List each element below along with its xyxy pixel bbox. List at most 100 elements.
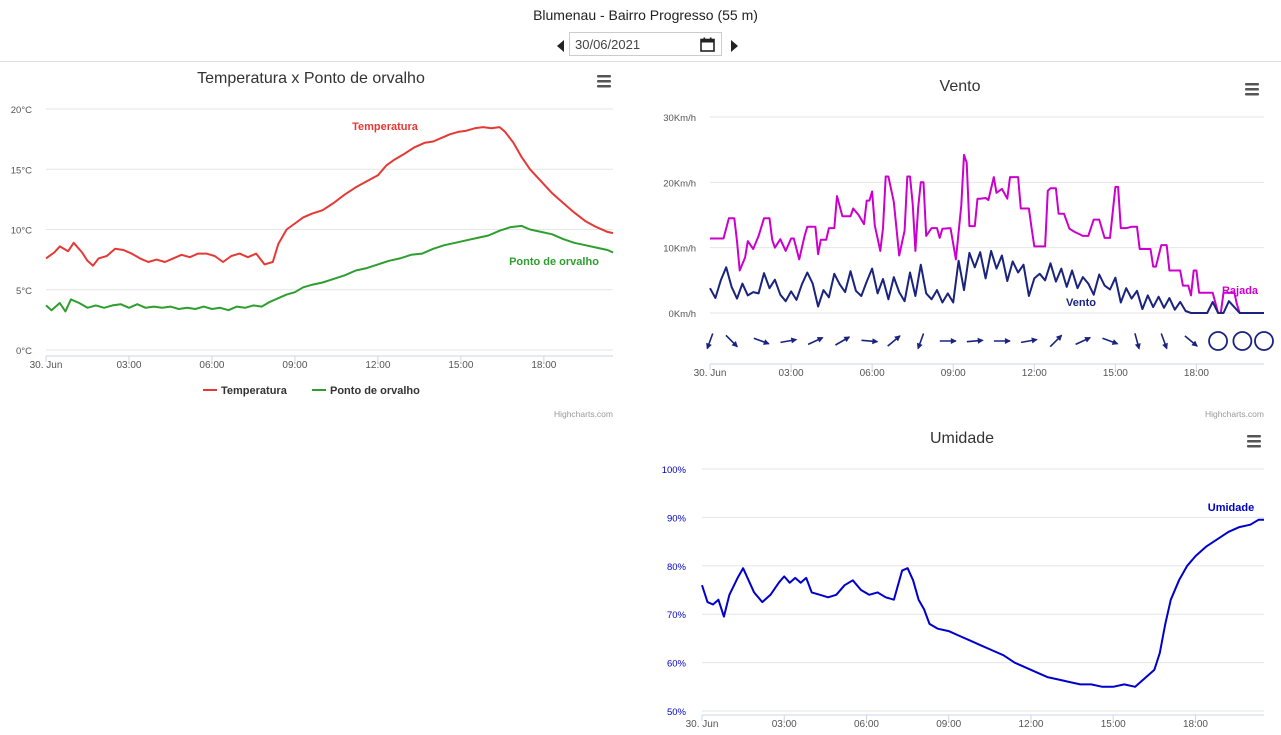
menu-icon-bar	[1245, 88, 1259, 91]
wind-direction-arrow	[993, 338, 1011, 344]
x-tick-label: 18:00	[1183, 719, 1208, 730]
menu-icon[interactable]	[1245, 83, 1259, 96]
wind-direction-arrow	[966, 337, 984, 344]
x-tick-label: 09:00	[282, 360, 307, 371]
wind-arrow-head	[872, 338, 879, 345]
wind-direction-arrow	[1102, 337, 1119, 345]
wind-arrow-head	[1134, 343, 1141, 350]
wind-arrow-head	[1004, 338, 1011, 344]
series-label: Rajada	[1222, 285, 1259, 297]
calm-wind-marker	[1254, 331, 1274, 351]
menu-icon[interactable]	[597, 75, 611, 88]
next-day-button[interactable]	[728, 32, 740, 58]
wind-arrow-head	[1191, 340, 1198, 347]
y-tick-label: 0°C	[16, 346, 32, 357]
x-tick-label: 03:00	[116, 360, 141, 371]
menu-icon-bar	[1247, 445, 1261, 448]
wind-direction-arrow	[835, 336, 851, 346]
x-tick-label: 09:00	[941, 368, 966, 379]
wind-direction-arrow	[1160, 333, 1168, 350]
wind-arrow-head	[977, 337, 984, 344]
wind-direction-arrow	[1134, 333, 1141, 350]
menu-icon-bar	[597, 80, 611, 83]
wind-direction-arrow	[780, 337, 798, 344]
wind-direction-arrow	[753, 337, 770, 345]
y-tick-label: 5°C	[16, 286, 32, 297]
legend-item[interactable]: Temperatura	[221, 385, 288, 397]
calm-wind-marker	[1208, 331, 1228, 351]
wind-direction-arrow	[725, 334, 738, 348]
y-tick-label: 30Km/h	[663, 113, 696, 124]
y-tick-label: 50%	[667, 707, 687, 718]
wind-arrow-head	[1084, 337, 1092, 343]
y-tick-label: 15°C	[11, 165, 32, 176]
series-label: Vento	[1066, 297, 1096, 309]
series-line-rajada	[710, 153, 1264, 314]
credits-link[interactable]: Highcharts.com	[554, 409, 613, 419]
menu-icon-bar	[597, 85, 611, 88]
menu-icon-bar	[1245, 93, 1259, 96]
humidity-chart: Umidade 50% 60% 70% 80% 90% 100% 30. Jun 03:00 06…	[662, 430, 1264, 730]
menu-icon-bar	[1245, 83, 1259, 86]
credits-link[interactable]: Highcharts.com	[1205, 409, 1264, 419]
y-tick-label: 20Km/h	[663, 178, 696, 189]
menu-icon-bar	[1247, 440, 1261, 443]
legend-item[interactable]: Ponto de orvalho	[330, 385, 420, 397]
x-tick-label: 09:00	[936, 719, 961, 730]
chart-title: Temperatura x Ponto de orvalho	[197, 70, 425, 87]
wind-arrow-head	[843, 336, 851, 343]
series-line-ponto-de-orvalho	[45, 224, 614, 313]
wind-direction-arrow	[861, 338, 879, 345]
x-tick-label: 30. Jun	[30, 360, 63, 371]
wind-arrow-head	[790, 337, 798, 344]
calendar-icon[interactable]	[700, 37, 715, 52]
x-tick-label: 15:00	[1103, 368, 1128, 379]
x-tick-label: 18:00	[1184, 368, 1209, 379]
y-tick-label: 100%	[662, 465, 687, 476]
wind-arrow-head	[816, 337, 824, 343]
y-tick-label: 20°C	[11, 105, 32, 116]
wind-arrow-head	[1162, 342, 1168, 350]
series-label: Temperatura	[352, 121, 419, 133]
series-line-vento	[709, 249, 1264, 314]
date-value: 30/06/2021	[575, 37, 641, 52]
wind-arrow-head	[706, 342, 712, 350]
date-input[interactable]: 30/06/2021	[569, 32, 722, 56]
calm-wind-marker	[1232, 331, 1253, 351]
wind-direction-arrow	[706, 333, 714, 350]
x-tick-label: 06:00	[860, 368, 885, 379]
wind-direction-arrow	[1049, 334, 1063, 348]
x-tick-label: 06:00	[854, 719, 879, 730]
wind-direction-arrow	[1075, 336, 1092, 346]
x-tick-label: 06:00	[199, 360, 224, 371]
wind-direction-arrow	[1020, 337, 1038, 344]
page-header: Blumenau - Bairro Progresso (55 m) 30/06…	[0, 0, 1281, 62]
x-tick-label: 03:00	[772, 719, 797, 730]
x-tick-label: 12:00	[1022, 368, 1047, 379]
wind-direction-arrow	[916, 333, 925, 350]
date-navigation: 30/06/2021	[555, 32, 745, 58]
x-tick-label: 18:00	[531, 360, 556, 371]
menu-icon[interactable]	[1247, 435, 1261, 448]
menu-icon-bar	[597, 75, 611, 78]
wind-direction-arrow	[1184, 335, 1198, 347]
prev-day-button[interactable]	[555, 32, 567, 58]
wind-arrow-head	[894, 335, 901, 342]
x-tick-label: 30. Jun	[694, 368, 727, 379]
wind-arrow-head	[950, 338, 957, 344]
y-tick-label: 10Km/h	[663, 244, 696, 255]
y-tick-label: 0Km/h	[669, 309, 696, 320]
x-tick-label: 15:00	[448, 360, 473, 371]
wind-arrow-head	[1111, 339, 1119, 345]
wind-direction-arrow	[939, 338, 957, 344]
wind-arrow-head	[916, 342, 923, 350]
y-tick-label: 60%	[667, 659, 687, 670]
menu-icon-bar	[1247, 435, 1261, 438]
y-tick-label: 90%	[667, 513, 687, 524]
chart-title: Umidade	[930, 430, 994, 447]
wind-direction-arrow	[887, 335, 901, 347]
y-tick-label: 80%	[667, 562, 687, 573]
x-tick-label: 15:00	[1101, 719, 1126, 730]
wind-chart: Vento 0Km/h 10Km/h 20Km/h 30Km/h 30. Jun 03:00…	[663, 78, 1274, 419]
wind-arrow-head	[763, 339, 770, 345]
